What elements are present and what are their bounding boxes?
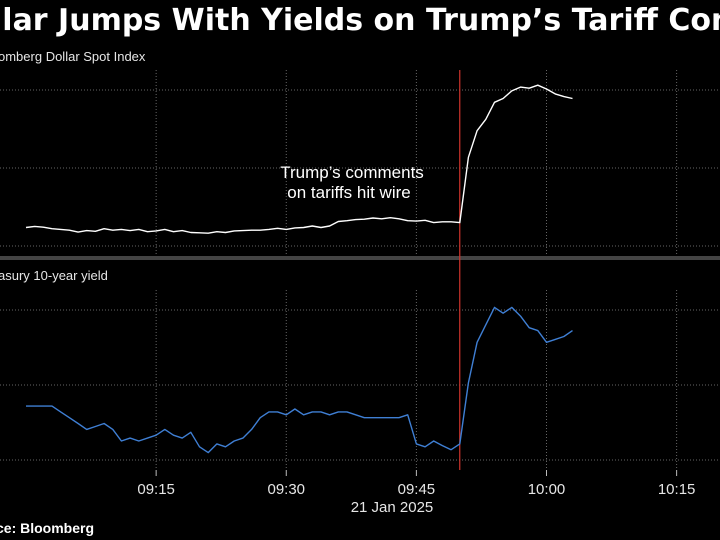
yield-gridlines [0,290,720,470]
annotation-line-2: on tariffs hit wire [287,183,410,202]
x-axis-tick-label: 10:00 [528,481,566,498]
x-axis-tick-label: 09:30 [267,481,305,498]
x-axis-tick-label: 10:15 [658,481,696,498]
x-axis-tick-label: 09:15 [137,481,175,498]
dollar-index-panel-label: omberg Dollar Spot Index [0,49,146,64]
yield-panel-label: asury 10-year yield [0,268,108,283]
x-axis-date-label: 21 Jan 2025 [351,499,434,516]
dollar-index-series-line [25,84,573,234]
chart-title: llar Jumps With Yields on Trump’s Tariff… [0,3,720,38]
x-axis-tick-label: 09:45 [398,481,436,498]
treasury-yield-series-line [26,306,573,454]
panel-divider [0,256,720,260]
source-note: ce: Bloomberg [0,520,94,536]
dollar-index-gridlines [0,70,720,256]
x-axis: 09:15 09:30 09:45 10:00 10:15 [137,470,695,498]
annotation-line-1: Trump’s comments [280,163,424,182]
